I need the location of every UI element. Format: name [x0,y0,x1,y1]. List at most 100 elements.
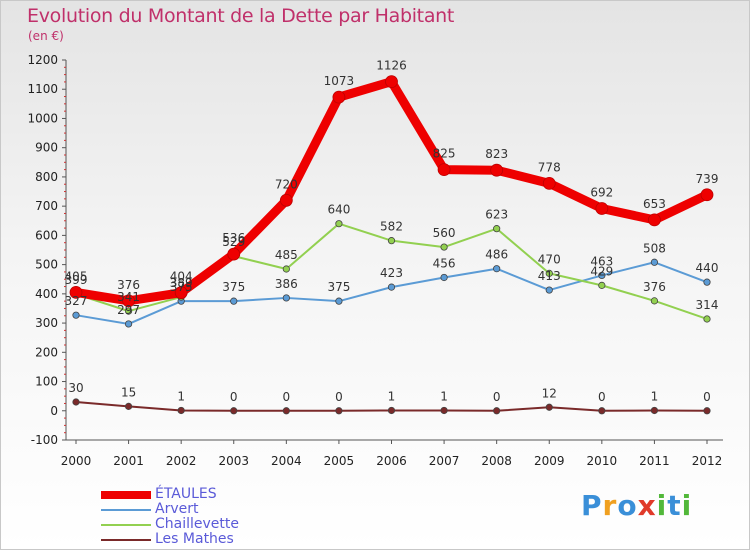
data-label: 529 [222,235,245,249]
y-tick-label: 500 [35,258,58,272]
x-tick-label: 2005 [324,454,355,468]
x-tick-label: 2001 [113,454,144,468]
data-point [490,163,504,177]
data-point [335,220,343,228]
data-label: 640 [327,203,350,217]
data-label: 823 [485,147,508,161]
data-label: 314 [696,298,719,312]
data-label: 30 [68,381,83,395]
data-label: 1 [177,389,185,403]
y-tick-label: 1000 [27,111,58,125]
data-point [387,406,396,415]
y-tick-label: 800 [35,170,58,184]
data-label: 1 [440,389,448,403]
legend-item: Chaillevette [101,517,239,532]
x-tick-label: 2000 [61,454,92,468]
data-label: 399 [65,273,88,287]
data-point [69,285,83,299]
legend-item: ÉTAULES [101,487,239,502]
data-label: 429 [590,264,613,278]
data-label: 508 [643,241,666,255]
x-tick-label: 2002 [166,454,197,468]
data-point [387,283,396,291]
legend-swatch [101,508,151,511]
data-point [230,297,238,305]
y-tick-label: 700 [35,199,58,213]
legend-label: ÉTAULES [155,486,217,502]
x-tick-label: 2006 [376,454,407,468]
legend-label: Les Mathes [155,531,234,547]
data-point [177,406,185,415]
y-tick-label: 200 [35,345,58,359]
chart-title: Evolution du Montant de la Dette par Hab… [27,5,455,27]
data-label: 375 [327,280,350,294]
data-point [703,315,711,323]
data-label: 413 [538,269,561,283]
data-label: 486 [485,248,508,262]
data-label: 739 [696,172,719,186]
data-label: 341 [117,290,140,304]
data-point [72,398,80,406]
data-label: 386 [275,277,298,291]
data-label: 405 [65,269,88,283]
data-label: 0 [493,390,501,404]
y-tick-label: -100 [31,433,58,447]
y-tick-label: 900 [35,141,58,155]
data-label: 653 [643,197,666,211]
y-tick-label: 1200 [27,53,58,67]
data-point [493,407,501,415]
data-point [124,320,133,328]
data-point [700,188,714,202]
brand-letter: r [602,489,618,522]
data-point [230,407,238,415]
data-label: 1126 [376,59,407,73]
data-point [545,286,553,294]
data-point [598,407,606,415]
legend: ÉTAULES Arvert Chaillevette Les Mathes [101,487,239,547]
legend-label: Chaillevette [155,516,239,532]
data-label: 389 [170,276,193,290]
data-label: 623 [485,208,508,222]
x-tick-label: 2003 [218,454,249,468]
brand-letter: P [581,489,603,522]
data-label: 376 [117,278,140,292]
data-label: 463 [590,254,613,268]
brand-letter: i [656,489,668,522]
data-point [227,247,241,261]
data-point [440,273,448,282]
data-label: 720 [275,177,298,191]
data-label: 376 [643,280,666,294]
y-tick-label: 100 [35,375,58,389]
data-point [279,193,293,207]
data-point [124,402,133,410]
data-label: 778 [538,160,561,174]
series-les-mathes [72,398,711,415]
data-label: 375 [222,280,245,294]
chart-unit: (en €) [28,29,64,43]
data-point [542,176,556,190]
data-label: 692 [590,185,613,199]
data-label: 0 [283,390,291,404]
data-label: 15 [121,385,136,399]
brand-letter: o [617,489,638,522]
data-point [648,213,661,227]
data-point [440,243,448,251]
legend-swatch [101,538,151,541]
data-point [174,286,188,300]
x-tick-label: 2009 [534,454,565,468]
data-label: 470 [538,252,561,266]
data-label: 560 [433,226,456,240]
x-tick-label: 2004 [271,454,302,468]
data-label: 0 [230,390,238,404]
data-label: 0 [335,390,343,404]
data-label: 485 [275,248,298,262]
x-tick-label: 2007 [429,454,460,468]
data-label: 0 [598,390,606,404]
data-label: 1 [651,389,659,403]
data-point [598,281,606,289]
brand-letter: x [637,489,657,522]
data-point [335,407,343,415]
data-point [493,225,501,233]
